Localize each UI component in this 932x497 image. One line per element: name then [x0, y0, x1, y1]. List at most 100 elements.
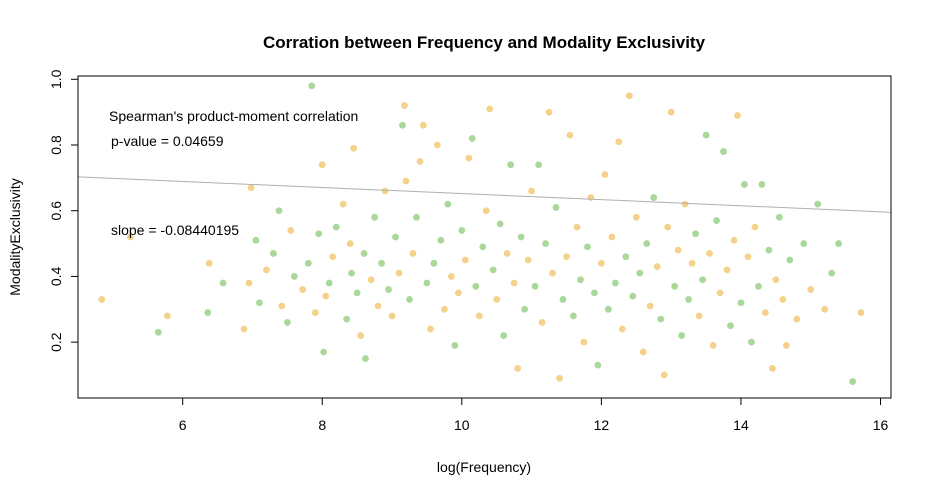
data-point — [503, 250, 511, 257]
data-point — [204, 309, 212, 316]
data-point — [388, 312, 396, 320]
data-point — [444, 200, 452, 208]
data-point — [320, 348, 328, 356]
data-point — [618, 325, 626, 333]
data-point — [348, 269, 355, 277]
data-point — [252, 236, 260, 244]
data-point — [517, 233, 525, 241]
data-point — [594, 361, 602, 369]
data-point — [615, 138, 623, 146]
data-point — [768, 365, 776, 372]
data-point — [577, 276, 584, 284]
data-point — [573, 223, 581, 231]
data-point — [381, 187, 389, 195]
data-point — [278, 302, 286, 310]
data-point — [420, 121, 427, 129]
data-point — [657, 315, 665, 323]
data-point — [409, 250, 417, 257]
data-point — [524, 256, 532, 264]
data-point — [611, 279, 619, 287]
data-point — [500, 332, 508, 339]
data-point — [625, 92, 633, 100]
data-point — [597, 259, 605, 267]
y-axis: 0.2 0.4 0.6 0.8 1.0 — [48, 69, 79, 352]
data-point — [269, 250, 277, 257]
y-tick-label: 0.4 — [48, 266, 64, 286]
annotation-p-value: p-value = 0.04659 — [111, 133, 224, 149]
data-point — [433, 141, 441, 149]
data-point — [713, 217, 720, 224]
data-point — [857, 309, 865, 316]
data-point — [360, 250, 368, 257]
data-point — [604, 305, 612, 313]
data-point — [126, 233, 134, 241]
data-point — [587, 194, 595, 201]
data-point — [163, 312, 171, 320]
data-point — [496, 220, 504, 228]
data-point — [671, 282, 679, 290]
data-point — [423, 279, 431, 287]
data-point — [275, 207, 283, 215]
x-axis: 6 8 10 12 14 16 — [179, 397, 889, 433]
data-point — [835, 240, 843, 247]
data-point — [723, 266, 731, 274]
data-point — [591, 289, 598, 297]
data-point — [716, 289, 724, 297]
data-point — [751, 223, 759, 231]
data-point — [601, 171, 609, 178]
x-tick-label: 12 — [594, 417, 610, 433]
data-point — [622, 253, 630, 261]
data-point — [205, 259, 213, 267]
data-point — [632, 213, 640, 221]
data-point — [650, 194, 658, 201]
data-point — [486, 105, 494, 113]
data-point — [367, 276, 375, 284]
data-point — [427, 325, 434, 333]
data-point — [401, 102, 408, 109]
data-point — [489, 266, 497, 274]
data-point — [765, 246, 773, 254]
data-point — [667, 108, 675, 116]
data-point — [493, 296, 501, 303]
data-point — [737, 299, 745, 307]
data-point — [472, 282, 480, 290]
x-tick-label: 16 — [873, 417, 889, 433]
data-point — [416, 158, 424, 165]
data-point — [399, 121, 406, 129]
data-point — [465, 154, 473, 162]
data-point — [521, 305, 529, 313]
data-point — [664, 223, 672, 231]
points-layer — [98, 82, 865, 385]
data-point — [636, 269, 644, 277]
data-point — [475, 312, 483, 320]
data-point — [304, 259, 312, 267]
data-point — [458, 227, 466, 234]
regression-line — [77, 176, 892, 213]
data-point — [332, 223, 340, 231]
data-point — [807, 286, 815, 293]
data-point — [566, 131, 574, 139]
data-point — [779, 296, 787, 303]
data-point — [514, 365, 522, 372]
data-point — [702, 131, 710, 139]
data-point — [727, 322, 734, 330]
data-point — [406, 296, 413, 303]
data-point — [154, 328, 162, 336]
data-point — [454, 289, 462, 297]
data-point — [563, 253, 570, 261]
data-point — [828, 269, 836, 277]
annotation-correlation: Spearman's product-moment correlation — [109, 108, 358, 124]
chart-title: Corration between Frequency and Modality… — [263, 33, 706, 52]
data-point — [219, 279, 227, 287]
data-point — [329, 253, 337, 261]
data-point — [681, 200, 689, 208]
y-tick-label: 0.6 — [48, 201, 64, 221]
data-point — [430, 259, 438, 267]
data-point — [545, 108, 553, 116]
data-point — [263, 266, 270, 274]
data-point — [350, 144, 358, 152]
data-point — [325, 279, 333, 287]
data-point — [479, 243, 487, 251]
data-point — [98, 296, 106, 303]
